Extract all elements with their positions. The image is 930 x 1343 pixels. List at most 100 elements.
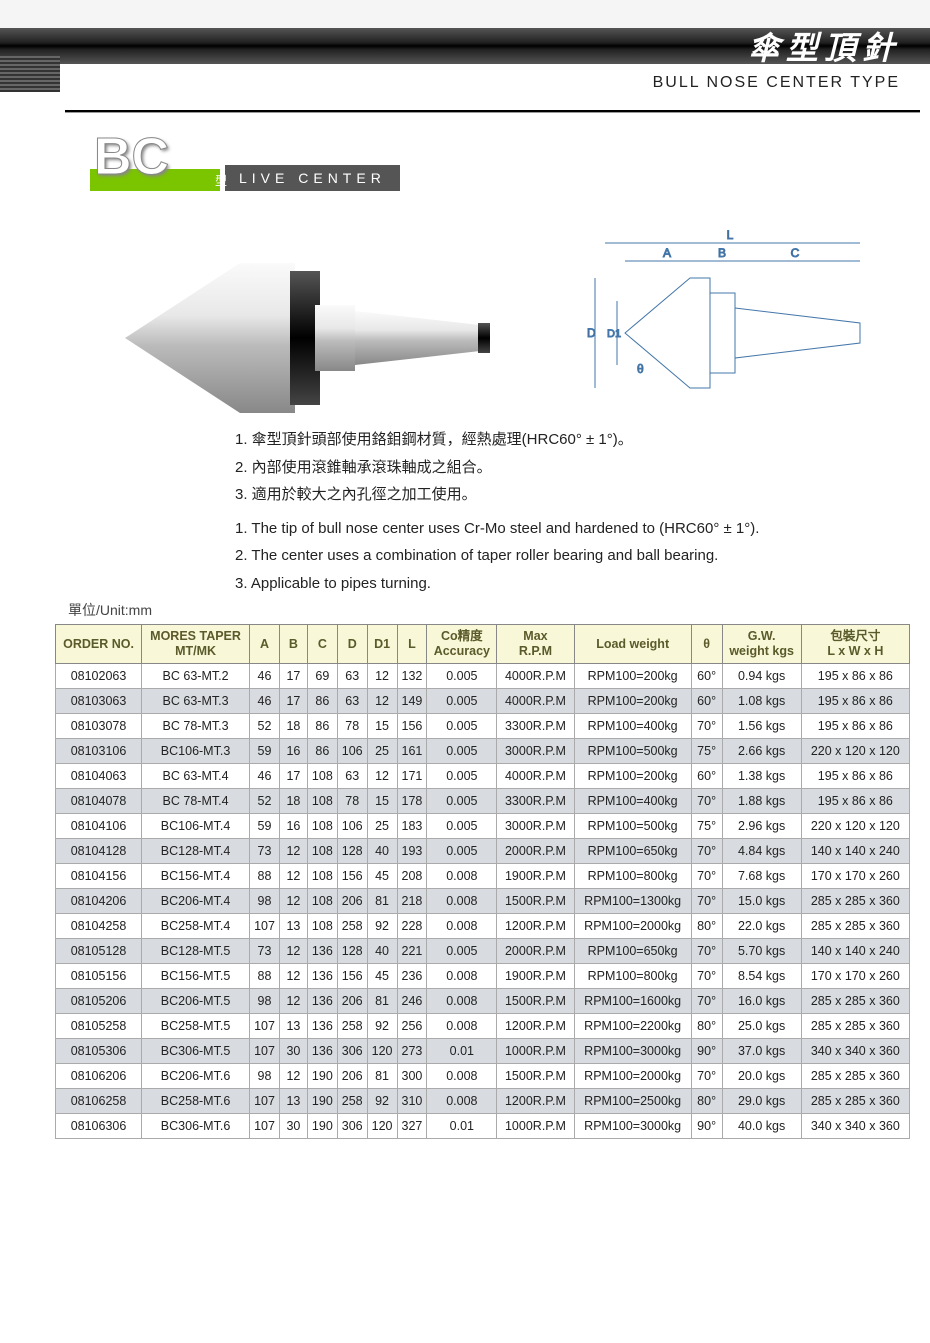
- table-cell: 170 x 170 x 260: [801, 864, 909, 889]
- live-center-label: LIVE CENTER: [225, 165, 400, 191]
- table-cell: 88: [250, 964, 280, 989]
- table-cell: 1000R.P.M: [497, 1114, 574, 1139]
- table-cell: RPM100=650kg: [574, 939, 691, 964]
- spec-table-wrap: ORDER NO.MORES TAPERMT/MKABCDD1LCo精度Accu…: [55, 624, 910, 1139]
- table-cell: BC156-MT.5: [142, 964, 250, 989]
- table-cell: 08104128: [56, 839, 142, 864]
- table-cell: 73: [250, 839, 280, 864]
- table-cell: RPM100=400kg: [574, 714, 691, 739]
- table-cell: 08105306: [56, 1039, 142, 1064]
- table-cell: 16: [279, 739, 307, 764]
- table-cell: 108: [307, 914, 337, 939]
- desc-ch-3: 3. 適用於較大之內孔徑之加工使用。: [235, 482, 855, 508]
- table-cell: 0.005: [427, 739, 497, 764]
- table-row: 08105306BC306-MT.5107301363061202730.011…: [56, 1039, 910, 1064]
- table-cell: 1200R.P.M: [497, 914, 574, 939]
- table-row: 08106206BC206-MT.69812190206813000.00815…: [56, 1064, 910, 1089]
- table-cell: 306: [337, 1114, 367, 1139]
- table-cell: 1500R.P.M: [497, 889, 574, 914]
- table-cell: 0.005: [427, 789, 497, 814]
- table-cell: 08103106: [56, 739, 142, 764]
- table-cell: 2000R.P.M: [497, 839, 574, 864]
- table-cell: 12: [367, 664, 397, 689]
- table-cell: 12: [279, 989, 307, 1014]
- table-cell: 0.01: [427, 1114, 497, 1139]
- table-cell: BC156-MT.4: [142, 864, 250, 889]
- table-cell: 60°: [691, 664, 722, 689]
- table-cell: 12: [279, 864, 307, 889]
- table-cell: 108: [307, 839, 337, 864]
- table-cell: BC306-MT.5: [142, 1039, 250, 1064]
- table-cell: 0.01: [427, 1039, 497, 1064]
- desc-en-1: 1. The tip of bull nose center uses Cr-M…: [235, 516, 855, 542]
- col-header: Load weight: [574, 625, 691, 664]
- table-cell: 16: [279, 814, 307, 839]
- col-header: 包裝尺寸L x W x H: [801, 625, 909, 664]
- table-cell: 149: [397, 689, 427, 714]
- table-cell: 107: [250, 1039, 280, 1064]
- bc-type-label: 型: [215, 172, 227, 189]
- table-row: 08104128BC128-MT.47312108128401930.00520…: [56, 839, 910, 864]
- table-cell: 25: [367, 814, 397, 839]
- svg-text:B: B: [718, 246, 726, 260]
- table-cell: BC206-MT.5: [142, 989, 250, 1014]
- table-cell: BC206-MT.4: [142, 889, 250, 914]
- table-cell: 60°: [691, 689, 722, 714]
- unit-label: 單位/Unit:mm: [68, 600, 930, 620]
- table-row: 08104078BC 78-MT.4521810878151780.005330…: [56, 789, 910, 814]
- col-header: G.W.weight kgs: [722, 625, 801, 664]
- table-cell: RPM100=2500kg: [574, 1089, 691, 1114]
- table-cell: RPM100=500kg: [574, 739, 691, 764]
- col-header: C: [307, 625, 337, 664]
- svg-text:A: A: [663, 246, 671, 260]
- table-cell: 18: [279, 789, 307, 814]
- table-cell: 12: [367, 764, 397, 789]
- table-cell: 90°: [691, 1039, 722, 1064]
- table-cell: 228: [397, 914, 427, 939]
- table-cell: 220 x 120 x 120: [801, 814, 909, 839]
- col-header: D: [337, 625, 367, 664]
- table-cell: 106: [337, 814, 367, 839]
- product-image: [90, 213, 485, 413]
- table-cell: 206: [337, 889, 367, 914]
- top-banner: 傘型頂針: [0, 28, 930, 64]
- table-cell: 1200R.P.M: [497, 1014, 574, 1039]
- svg-text:D: D: [587, 326, 596, 340]
- table-cell: 108: [307, 814, 337, 839]
- table-cell: 140 x 140 x 240: [801, 939, 909, 964]
- table-cell: RPM100=650kg: [574, 839, 691, 864]
- table-cell: 327: [397, 1114, 427, 1139]
- table-cell: 80°: [691, 1014, 722, 1039]
- table-cell: 1.56 kgs: [722, 714, 801, 739]
- table-cell: BC206-MT.6: [142, 1064, 250, 1089]
- table-cell: 2.66 kgs: [722, 739, 801, 764]
- col-header: MaxR.P.M: [497, 625, 574, 664]
- table-cell: 0.008: [427, 1014, 497, 1039]
- table-cell: 156: [337, 964, 367, 989]
- table-cell: 0.008: [427, 889, 497, 914]
- table-cell: 37.0 kgs: [722, 1039, 801, 1064]
- table-cell: 08103063: [56, 689, 142, 714]
- table-cell: 1500R.P.M: [497, 1064, 574, 1089]
- table-cell: 190: [307, 1064, 337, 1089]
- col-header: Co精度Accuracy: [427, 625, 497, 664]
- table-row: 08104258BC258-MT.410713108258922280.0081…: [56, 914, 910, 939]
- table-cell: 306: [337, 1039, 367, 1064]
- images-row: L A B C D D1 θ: [90, 213, 930, 413]
- table-cell: 0.005: [427, 939, 497, 964]
- table-cell: BC128-MT.5: [142, 939, 250, 964]
- table-row: 08104063BC 63-MT.4461710863121710.005400…: [56, 764, 910, 789]
- table-cell: 8.54 kgs: [722, 964, 801, 989]
- table-cell: BC258-MT.5: [142, 1014, 250, 1039]
- table-cell: 75°: [691, 814, 722, 839]
- table-cell: 0.005: [427, 689, 497, 714]
- table-cell: 1000R.P.M: [497, 1039, 574, 1064]
- table-cell: 161: [397, 739, 427, 764]
- col-header: L: [397, 625, 427, 664]
- table-cell: 310: [397, 1089, 427, 1114]
- table-cell: RPM100=3000kg: [574, 1114, 691, 1139]
- table-cell: 195 x 86 x 86: [801, 764, 909, 789]
- table-cell: 258: [337, 1014, 367, 1039]
- table-cell: 81: [367, 989, 397, 1014]
- table-cell: 15.0 kgs: [722, 889, 801, 914]
